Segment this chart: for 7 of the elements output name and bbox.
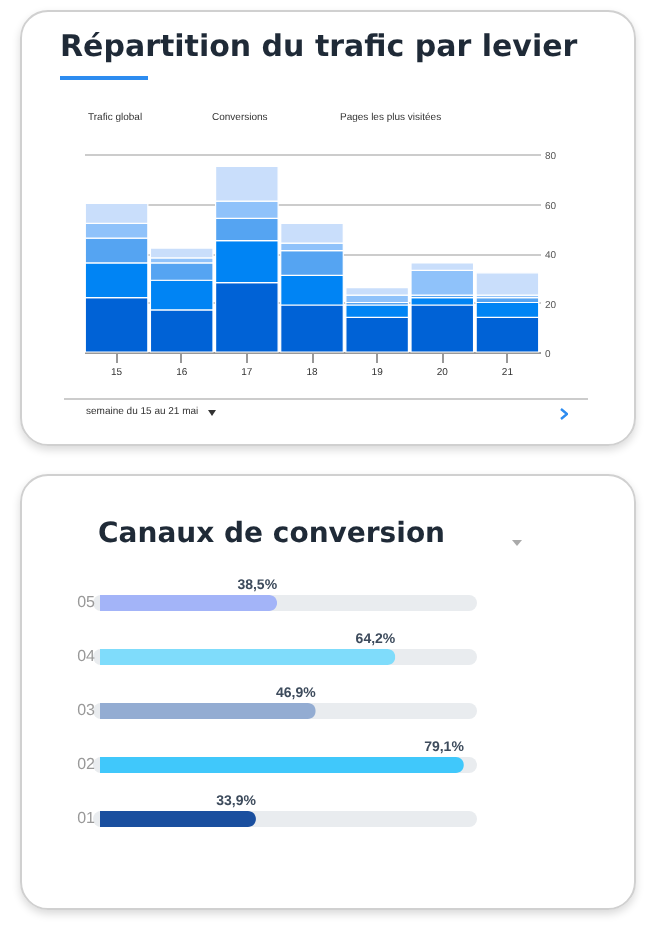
y-tick-label: 01 bbox=[77, 809, 97, 827]
y-tick-label: 04 bbox=[77, 647, 97, 665]
chart-title: Répartition du trafic par levier bbox=[60, 28, 578, 64]
chart-title: Canaux de conversion bbox=[98, 518, 446, 550]
y-tick-label: 03 bbox=[77, 701, 97, 719]
y-tick-label: 05 bbox=[77, 593, 97, 611]
y-tick-label: 02 bbox=[77, 755, 97, 773]
